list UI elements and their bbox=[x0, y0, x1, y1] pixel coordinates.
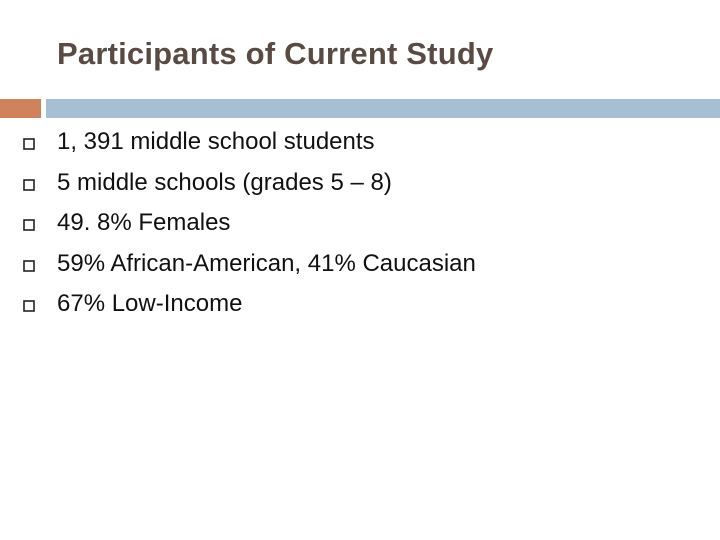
hollow-square-bullet-icon bbox=[23, 178, 35, 191]
hollow-square-bullet-icon bbox=[23, 219, 35, 231]
bullet-text: 1, 391 middle school students bbox=[57, 128, 375, 155]
slide-title: Participants of Current Study bbox=[57, 36, 494, 71]
hollow-square-bullet-icon bbox=[23, 138, 35, 150]
hollow-square-bullet-icon bbox=[23, 300, 35, 312]
bullet-text: 59% African-American, 41% Caucasian bbox=[57, 249, 476, 277]
bullet-text: 67% Low-Income bbox=[57, 290, 243, 317]
title-rule bbox=[46, 99, 720, 118]
title-accent-bar bbox=[0, 99, 41, 118]
bullet-text: 5 middle schools (grades 5 – 8) bbox=[57, 168, 392, 196]
hollow-square-bullet-icon bbox=[23, 259, 35, 272]
bullet-text: 49. 8% Females bbox=[57, 209, 231, 236]
